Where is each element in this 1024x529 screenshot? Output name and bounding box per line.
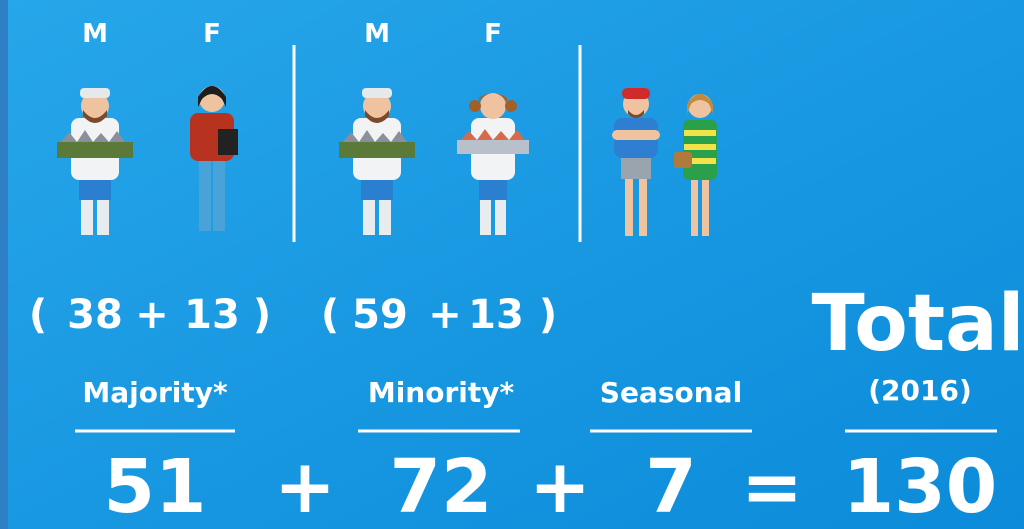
breakdown-value: 38	[67, 292, 123, 338]
paren: )	[253, 292, 271, 338]
breakdown-value: 13	[468, 292, 524, 338]
group-count: 7	[645, 444, 697, 529]
paren: (	[321, 292, 339, 338]
breakdown-value: 13	[184, 292, 240, 338]
group-label: Seasonal	[600, 376, 742, 409]
edge	[0, 0, 8, 529]
operator: +	[529, 444, 591, 529]
operator: +	[428, 292, 462, 338]
group-count: 51	[104, 444, 207, 529]
total-value: 130	[843, 444, 997, 529]
header: M	[364, 19, 390, 49]
header: F	[203, 19, 221, 49]
group-label: Minority*	[368, 376, 515, 409]
header: F	[484, 19, 502, 49]
operator: =	[741, 444, 803, 529]
operator: +	[274, 444, 336, 529]
breakdown-value: 59	[352, 292, 408, 338]
group-label: Majority*	[82, 376, 228, 409]
group-count: 72	[390, 444, 493, 529]
total-year: (2016)	[868, 374, 972, 407]
paren: (	[29, 292, 47, 338]
operator: +	[135, 292, 169, 338]
paren: )	[539, 292, 557, 338]
total-title: Total	[811, 279, 1024, 369]
header: M	[82, 19, 108, 49]
